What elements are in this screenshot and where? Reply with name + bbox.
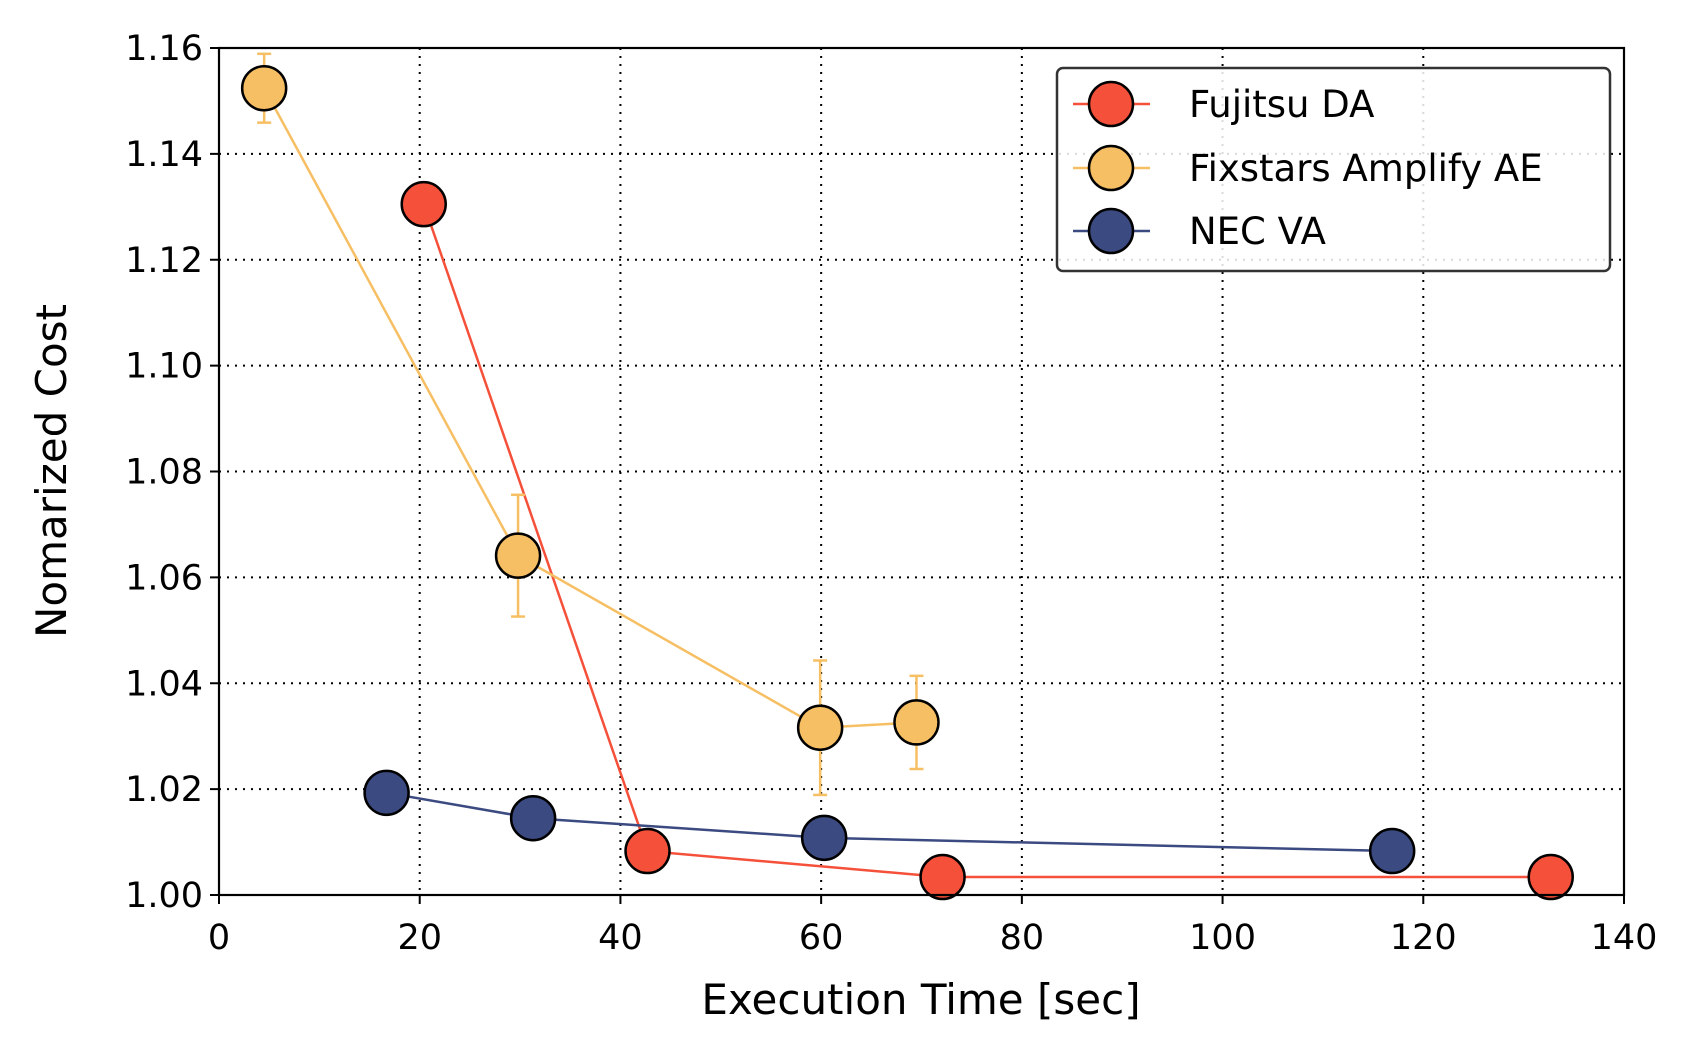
series-line bbox=[422, 203, 1551, 879]
legend-marker bbox=[1087, 80, 1135, 128]
data-point bbox=[509, 794, 557, 842]
data-point bbox=[1527, 853, 1574, 901]
data-point bbox=[893, 699, 940, 746]
legend-entry-fixstars-amplify-ae: Fixstars Amplify AE bbox=[1073, 144, 1543, 192]
x-axis-label: Execution Time [sec] bbox=[701, 975, 1140, 1024]
x-tick-label: 60 bbox=[799, 918, 844, 958]
data-point bbox=[796, 704, 844, 751]
x-tick-label: 80 bbox=[1000, 918, 1045, 958]
legend: Fujitsu DA Fixstars Amplify AE NEC VA bbox=[1055, 66, 1612, 273]
series-fujitsu-da bbox=[400, 180, 1574, 901]
plot-frame bbox=[217, 46, 1626, 897]
legend-label: Fixstars Amplify AE bbox=[1189, 147, 1543, 190]
legend-frame bbox=[1055, 66, 1612, 273]
y-tick-label: 1.06 bbox=[125, 558, 203, 598]
x-tick-label: 100 bbox=[1189, 918, 1256, 958]
y-tick-label: 1.04 bbox=[125, 664, 203, 704]
legend-marker bbox=[1087, 207, 1135, 255]
legend-label: Fujitsu DA bbox=[1189, 83, 1374, 126]
series-nec-va bbox=[363, 769, 1416, 875]
y-tick-label: 1.00 bbox=[125, 876, 203, 916]
data-point bbox=[400, 180, 447, 228]
series-line bbox=[386, 791, 1393, 853]
data-point bbox=[494, 532, 542, 579]
data-point bbox=[1368, 827, 1416, 875]
data-series bbox=[240, 52, 1574, 901]
data-point bbox=[800, 814, 848, 862]
data-point bbox=[919, 853, 966, 901]
x-tick-label: 120 bbox=[1390, 918, 1457, 958]
y-tick-label: 1.12 bbox=[125, 241, 203, 281]
data-point bbox=[624, 827, 671, 875]
legend-entry-fujitsu-da: Fujitsu DA bbox=[1073, 80, 1374, 128]
y-axis-label: Nomarized Cost bbox=[27, 304, 76, 638]
x-tick-label: 40 bbox=[598, 918, 643, 958]
data-point bbox=[240, 64, 288, 112]
x-tick-label: 140 bbox=[1591, 918, 1658, 958]
series-fixstars-amplify-ae bbox=[240, 52, 940, 797]
x-tick-label: 20 bbox=[397, 918, 442, 958]
data-point bbox=[363, 769, 410, 817]
axis-ticks: 0 20 40 60 80 100 120 140 1.00 1.02 1.04 1.06 1.08 1.… bbox=[125, 29, 1657, 958]
y-tick-label: 1.14 bbox=[125, 135, 203, 175]
y-tick-label: 1.08 bbox=[125, 453, 203, 493]
legend-marker bbox=[1087, 144, 1135, 192]
x-tick-label: 0 bbox=[208, 918, 230, 958]
y-tick-label: 1.02 bbox=[125, 770, 203, 810]
legend-label: NEC VA bbox=[1189, 210, 1326, 253]
y-tick-label: 1.10 bbox=[125, 347, 203, 387]
legend-entry-nec-va: NEC VA bbox=[1073, 207, 1326, 255]
series-line bbox=[263, 87, 917, 729]
y-tick-label: 1.16 bbox=[125, 29, 203, 69]
